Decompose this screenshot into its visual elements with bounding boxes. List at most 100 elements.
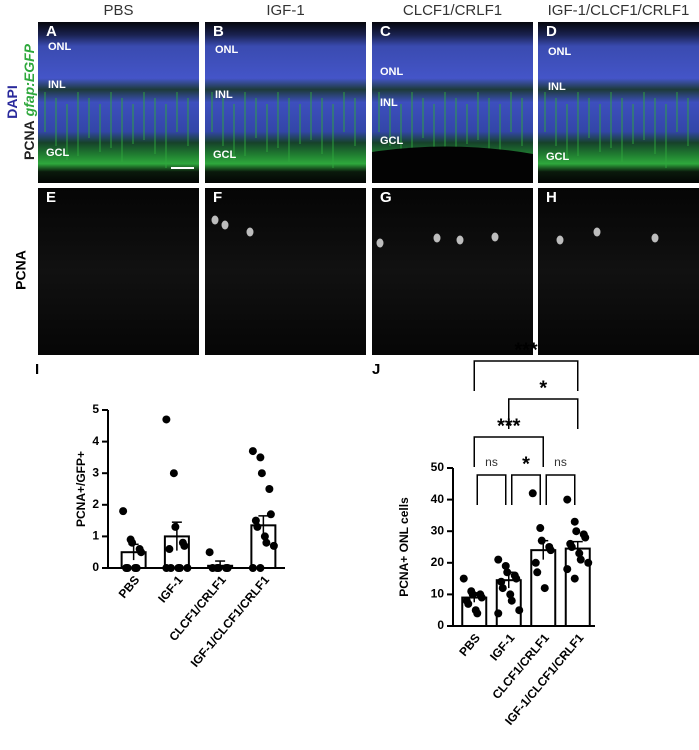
data-point xyxy=(494,555,503,564)
gfp-streak xyxy=(433,104,435,152)
data-point xyxy=(128,538,137,547)
data-point xyxy=(506,590,515,599)
data-point xyxy=(563,495,572,504)
gfp-streak xyxy=(332,104,334,168)
data-point xyxy=(572,527,581,536)
x-tick-label: IGF-1/CLCF1/CRLF1 xyxy=(188,573,273,670)
gfp-streak xyxy=(288,98,290,162)
micrograph xyxy=(205,22,366,183)
data-point xyxy=(570,574,579,583)
y-tick-label: 1 xyxy=(92,529,99,543)
gfp-streak xyxy=(378,92,380,132)
gfp-streak xyxy=(521,98,523,146)
x-tick-label: IGF-1 xyxy=(487,631,518,664)
data-point xyxy=(477,593,486,602)
gfp-streak xyxy=(110,92,112,148)
data-point xyxy=(260,532,269,541)
data-point xyxy=(563,565,572,574)
data-point xyxy=(266,510,275,519)
data-point xyxy=(256,453,265,462)
significance-bracket xyxy=(476,474,507,505)
data-point xyxy=(162,415,171,424)
layer-label: ONL xyxy=(380,66,404,78)
layer-label: GCL xyxy=(213,149,237,161)
data-point xyxy=(515,606,524,615)
micrograph xyxy=(538,188,699,355)
pcna-spot xyxy=(651,233,659,243)
data-point xyxy=(248,447,257,456)
layer-label: ONL xyxy=(215,44,239,56)
pcna-spot xyxy=(376,238,384,248)
pcna-spot xyxy=(433,233,441,243)
gfp-streak xyxy=(632,104,634,144)
data-point xyxy=(165,545,174,554)
gfp-streak xyxy=(687,98,689,146)
pcna-spot xyxy=(246,227,254,237)
layer-label: INL xyxy=(380,97,398,109)
data-point xyxy=(546,546,555,555)
data-point xyxy=(248,564,257,572)
data-point xyxy=(269,541,278,550)
data-point xyxy=(256,564,265,572)
gfp-streak xyxy=(143,92,145,140)
data-point xyxy=(262,538,271,547)
data-point xyxy=(251,516,260,525)
data-point xyxy=(498,584,507,593)
column-header: CLCF1/CRLF1 xyxy=(403,2,502,19)
panel-letter: F xyxy=(213,189,222,206)
gfp-streak xyxy=(88,98,90,138)
gfp-streak xyxy=(599,104,601,152)
data-point xyxy=(501,561,510,570)
gfp-streak xyxy=(510,92,512,132)
data-point xyxy=(497,577,506,586)
layer-label: ONL xyxy=(48,41,72,53)
data-point xyxy=(473,609,482,618)
gfp-streak xyxy=(277,92,279,148)
gfp-streak xyxy=(354,98,356,146)
layer-label: INL xyxy=(548,81,566,93)
y-tick-label: 50 xyxy=(431,460,445,474)
data-point xyxy=(132,564,141,572)
gfp-streak xyxy=(422,98,424,138)
gfp-streak xyxy=(132,104,134,144)
gfp-streak xyxy=(121,98,123,162)
data-point xyxy=(584,558,593,567)
gfp-streak xyxy=(176,92,178,132)
data-point xyxy=(575,549,584,558)
data-point xyxy=(162,564,171,572)
significance-label: * xyxy=(539,377,547,399)
y-tick-label: 0 xyxy=(92,560,99,574)
gfp-streak xyxy=(187,98,189,146)
gfp-streak xyxy=(610,92,612,148)
gfp-streak xyxy=(444,92,446,148)
gfp-streak xyxy=(299,104,301,144)
gfp-streak xyxy=(99,104,101,152)
data-point xyxy=(214,564,223,572)
data-point xyxy=(257,469,266,478)
gfp-streak xyxy=(654,98,656,154)
panel-letter: A xyxy=(46,23,57,40)
micrograph xyxy=(538,22,699,183)
stain-label: DAPI xyxy=(4,85,20,118)
data-point xyxy=(503,568,512,577)
gfp-streak xyxy=(411,92,413,156)
gfp-streak xyxy=(544,92,546,132)
gfp-streak xyxy=(389,98,391,146)
data-point xyxy=(183,564,192,572)
y-tick-label: 0 xyxy=(437,618,444,632)
gfp-streak xyxy=(466,104,468,144)
data-point xyxy=(540,584,549,593)
micrograph xyxy=(38,188,199,355)
micrograph xyxy=(372,188,533,355)
data-point xyxy=(123,564,132,572)
column-header: IGF-1 xyxy=(266,2,304,19)
panel-letter: G xyxy=(380,189,392,206)
row-label: PCNA xyxy=(13,250,29,290)
gfp-streak xyxy=(310,92,312,140)
stain-label: PCNA xyxy=(21,120,37,160)
pcna-spot xyxy=(221,220,229,230)
data-point xyxy=(169,469,178,478)
data-point xyxy=(570,517,579,526)
data-point xyxy=(464,599,473,608)
